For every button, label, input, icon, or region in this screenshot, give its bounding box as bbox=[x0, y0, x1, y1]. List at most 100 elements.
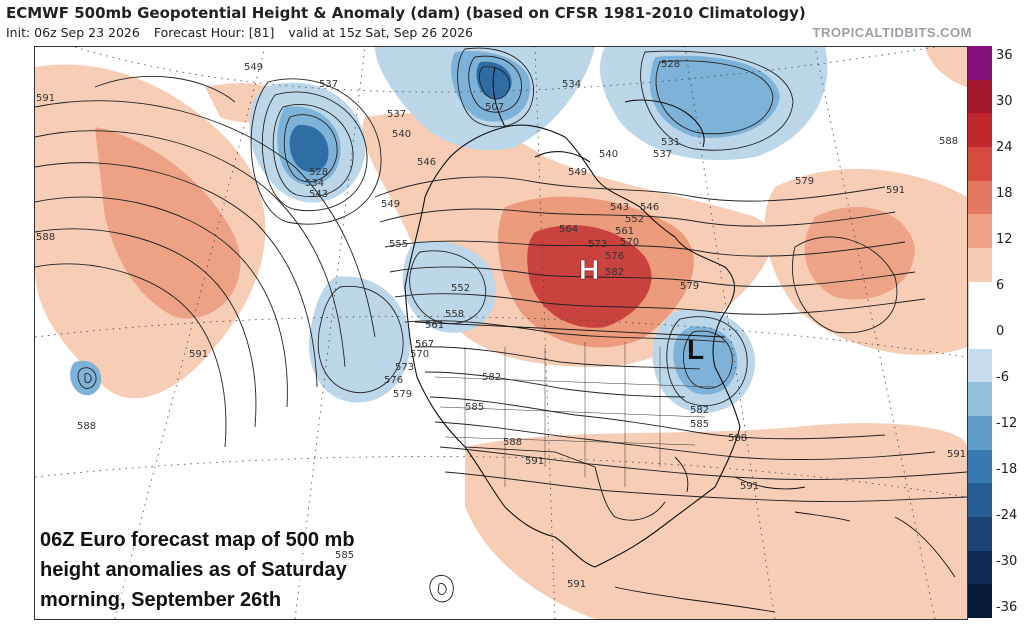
contour-label: 537 bbox=[319, 79, 338, 90]
colorbar-segment bbox=[968, 146, 992, 182]
contour-label: 588 bbox=[77, 421, 96, 432]
contour-label: 549 bbox=[568, 167, 587, 178]
contour-label: 591 bbox=[36, 93, 55, 104]
contour-label: 576 bbox=[384, 375, 403, 386]
forecast-hour: Forecast Hour: [81] bbox=[153, 25, 275, 40]
colorbar-segment bbox=[968, 281, 993, 316]
contour-label: 549 bbox=[244, 62, 263, 73]
contour-label: 537 bbox=[653, 149, 672, 160]
contour-label: 528 bbox=[661, 59, 680, 70]
colorbar-label: 12 bbox=[996, 232, 1013, 247]
contour-label: 585 bbox=[335, 550, 354, 561]
colorbar-segment bbox=[968, 214, 992, 249]
colorbar-label: -12 bbox=[996, 416, 1018, 431]
contour-label: 531 bbox=[661, 137, 680, 148]
colorbar-segment bbox=[968, 416, 992, 451]
contour-label: 546 bbox=[417, 157, 436, 168]
contour-label: 537 bbox=[387, 109, 406, 120]
colorbar-label: 36 bbox=[996, 48, 1013, 63]
map-subtitle: Init: 06z Sep 23 2026 Forecast Hour: [81… bbox=[6, 25, 483, 40]
contour-label: 561 bbox=[615, 226, 634, 237]
init-time: Init: 06z Sep 23 2026 bbox=[6, 25, 140, 40]
pressure-centers: H L bbox=[579, 254, 704, 365]
height-contours bbox=[35, 47, 967, 603]
contour-label: 552 bbox=[451, 283, 470, 294]
contour-label: 507 bbox=[485, 102, 504, 113]
colorbar-segment bbox=[968, 449, 992, 484]
contour-label: 579 bbox=[393, 389, 412, 400]
colorbar-label: -6 bbox=[996, 370, 1009, 385]
colorbar-label: -30 bbox=[996, 554, 1018, 569]
contour-label: 549 bbox=[381, 199, 400, 210]
contour-label: 540 bbox=[599, 149, 618, 160]
colorbar-label: 0 bbox=[996, 324, 1005, 339]
contour-label: 582 bbox=[690, 405, 709, 416]
anomaly-colorbar: 36 30 24 18 12 6 0 -6 -12 -18 -24 -30 -36 bbox=[968, 46, 1024, 619]
colorbar-segment bbox=[968, 315, 993, 350]
contour-label: 579 bbox=[795, 176, 814, 187]
contour-label: 540 bbox=[392, 129, 411, 140]
warm-anomaly-layer bbox=[35, 47, 967, 619]
colorbar-segment bbox=[968, 348, 992, 383]
lat-lon-grid bbox=[35, 47, 967, 619]
contour-label: 552 bbox=[625, 214, 644, 225]
contour-label: 570 bbox=[410, 349, 429, 360]
contour-label: 588 bbox=[503, 437, 522, 448]
valid-time: valid at 15z Sat, Sep 26 2026 bbox=[288, 25, 473, 40]
contour-label: 591 bbox=[189, 349, 208, 360]
map-title: ECMWF 500mb Geopotential Height & Anomal… bbox=[6, 4, 806, 22]
contour-label: 591 bbox=[947, 449, 966, 460]
state-borders bbox=[434, 342, 716, 487]
contour-label: 591 bbox=[886, 185, 905, 196]
map-canvas: 549 537 537 540 546 549 555 528 534 543 … bbox=[35, 47, 967, 619]
contour-label: 588 bbox=[728, 433, 747, 444]
contour-label: 543 bbox=[610, 202, 629, 213]
contour-label: 591 bbox=[525, 456, 544, 467]
contour-label: 585 bbox=[465, 402, 484, 413]
contour-label: 528 bbox=[309, 167, 328, 178]
contour-label: 564 bbox=[559, 224, 578, 235]
colorbar-label: 30 bbox=[996, 94, 1013, 109]
contour-labels: 549 537 537 540 546 549 555 528 534 543 … bbox=[36, 59, 966, 590]
colorbar-label: 24 bbox=[996, 140, 1013, 155]
contour-label: 588 bbox=[36, 232, 55, 243]
contour-label: 534 bbox=[305, 178, 324, 189]
contour-label: 555 bbox=[389, 239, 408, 250]
contour-label: 588 bbox=[939, 136, 958, 147]
colorbar-segment bbox=[968, 584, 992, 619]
contour-label: 561 bbox=[425, 320, 444, 331]
colorbar-label: 18 bbox=[996, 186, 1013, 201]
forecast-map: 549 537 537 540 546 549 555 528 534 543 … bbox=[34, 46, 968, 620]
contour-label: 543 bbox=[309, 189, 328, 200]
contour-label: 573 bbox=[588, 239, 607, 250]
colorbar-label: 6 bbox=[996, 278, 1005, 293]
high-pressure-marker: H bbox=[579, 254, 599, 285]
contour-label: 579 bbox=[680, 281, 699, 292]
colorbar-segment bbox=[968, 79, 992, 114]
contour-label: 591 bbox=[567, 579, 586, 590]
caption-overlay: 06Z Euro forecast map of 500 mb height a… bbox=[40, 529, 355, 611]
contour-label: 576 bbox=[605, 251, 624, 262]
colorbar-segment bbox=[968, 483, 992, 518]
contour-label: 534 bbox=[562, 79, 581, 90]
contour-label: 582 bbox=[605, 267, 624, 278]
contour-label: 567 bbox=[415, 339, 434, 350]
colorbar-label: -24 bbox=[996, 508, 1018, 523]
colorbar-segment bbox=[968, 382, 992, 417]
brand-watermark: TROPICALTIDBITS.COM bbox=[812, 25, 972, 40]
colorbar-label: -36 bbox=[996, 600, 1018, 615]
colorbar-segment bbox=[968, 46, 992, 81]
contour-label: 546 bbox=[640, 202, 659, 213]
contour-label: 582 bbox=[482, 372, 501, 383]
colorbar-label: -18 bbox=[996, 462, 1018, 477]
contour-label: 570 bbox=[620, 237, 639, 248]
colorbar-segment bbox=[968, 247, 992, 283]
contour-label: 591 bbox=[740, 481, 759, 492]
contour-label: 558 bbox=[445, 309, 464, 320]
colorbar-segment bbox=[968, 113, 992, 148]
colorbar-segment bbox=[968, 517, 992, 552]
contour-label: 573 bbox=[395, 362, 414, 373]
colorbar-segment bbox=[968, 180, 992, 215]
contour-label: 585 bbox=[690, 419, 709, 430]
low-pressure-marker: L bbox=[687, 334, 704, 365]
